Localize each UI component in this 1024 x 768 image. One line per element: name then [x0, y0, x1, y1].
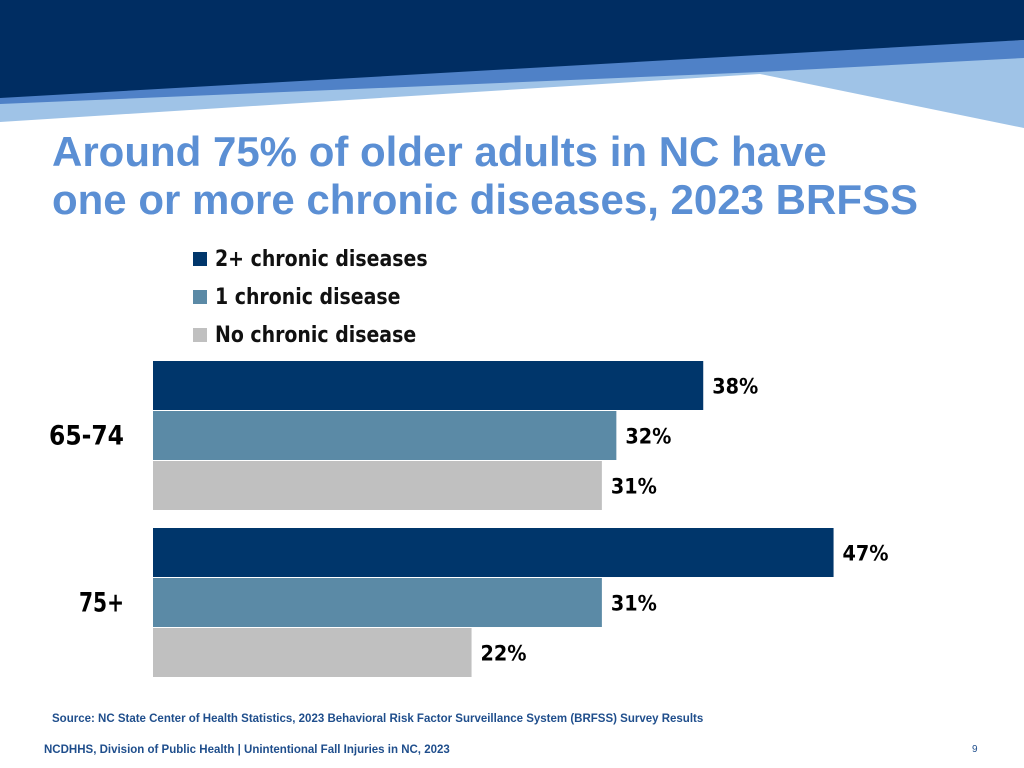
banner-dark-band [0, 0, 1024, 98]
slide-title-line-1: Around 75% of older adults in NC have [52, 128, 827, 175]
data-label-0-1: 32% [625, 425, 671, 449]
legend-swatch-none [193, 328, 207, 342]
slide-title: Around 75% of older adults in NC have on… [52, 128, 1012, 224]
data-label-0-2: 31% [611, 475, 657, 499]
legend-label-none: No chronic disease [215, 322, 417, 348]
footer-text: NCDHHS, Division of Public Health | Unin… [44, 744, 450, 756]
bar-chart: 65-74 38% 32% 31% 75+ 47% 31% 22% [49, 361, 889, 677]
header-banner [0, 0, 1024, 128]
bar-0-2 [153, 461, 602, 510]
data-label-1-1: 31% [611, 592, 657, 616]
bar-0-0 [153, 361, 704, 410]
slide-title-line-2: one or more chronic diseases, 2023 BRFSS [52, 176, 919, 223]
legend-label-1: 1 chronic disease [215, 284, 401, 310]
bar-1-0 [153, 528, 834, 577]
data-label-0-0: 38% [712, 375, 758, 399]
category-label-0: 65-74 [49, 421, 124, 452]
data-label-1-2: 22% [481, 642, 527, 666]
source-note: Source: NC State Center of Health Statis… [52, 713, 704, 725]
legend-item-2plus: 2+ chronic diseases [193, 240, 462, 278]
bar-1-1 [153, 578, 602, 627]
legend-item-1: 1 chronic disease [193, 278, 462, 316]
category-label-1: 75+ [79, 588, 124, 619]
data-label-1-0: 47% [843, 542, 889, 566]
bar-1-2 [153, 628, 472, 677]
legend-swatch-1 [193, 290, 207, 304]
chart-legend: 2+ chronic diseases 1 chronic disease No… [193, 240, 462, 354]
legend-swatch-2plus [193, 252, 207, 266]
bar-0-1 [153, 411, 617, 460]
legend-label-2plus: 2+ chronic diseases [215, 246, 428, 272]
legend-item-none: No chronic disease [193, 316, 462, 354]
page-number: 9 [972, 744, 978, 755]
banner-mid-band [0, 40, 1024, 104]
